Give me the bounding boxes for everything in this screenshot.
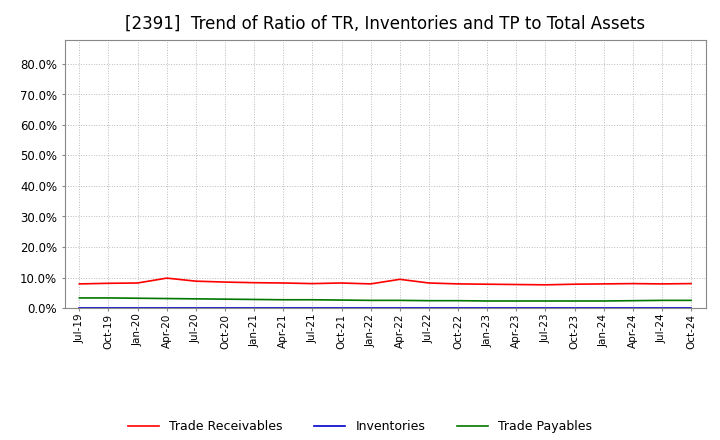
Trade Payables [483, 298, 492, 304]
Inventories [395, 305, 404, 310]
Trade Receivables [133, 280, 142, 286]
Trade Payables [629, 298, 637, 303]
Trade Payables [599, 298, 608, 304]
Trade Payables [133, 296, 142, 301]
Inventories [483, 305, 492, 310]
Inventories [104, 305, 113, 310]
Trade Receivables [366, 281, 375, 286]
Trade Receivables [104, 281, 113, 286]
Trade Payables [220, 297, 229, 302]
Trade Receivables [75, 281, 84, 286]
Trade Payables [250, 297, 258, 302]
Trade Receivables [657, 281, 666, 286]
Inventories [570, 305, 579, 310]
Trade Receivables [629, 281, 637, 286]
Inventories [75, 305, 84, 310]
Trade Receivables [454, 281, 462, 286]
Trade Payables [657, 298, 666, 303]
Inventories [541, 305, 550, 310]
Trade Receivables [337, 280, 346, 286]
Inventories [308, 305, 317, 310]
Trade Payables [541, 298, 550, 304]
Trade Payables [192, 296, 200, 301]
Trade Receivables [395, 277, 404, 282]
Title: [2391]  Trend of Ratio of TR, Inventories and TP to Total Assets: [2391] Trend of Ratio of TR, Inventories… [125, 15, 645, 33]
Trade Payables [308, 297, 317, 302]
Inventories [599, 305, 608, 310]
Trade Payables [104, 295, 113, 301]
Legend: Trade Receivables, Inventories, Trade Payables: Trade Receivables, Inventories, Trade Pa… [123, 415, 597, 438]
Trade Receivables [687, 281, 696, 286]
Inventories [279, 305, 287, 310]
Trade Receivables [279, 280, 287, 286]
Trade Receivables [599, 281, 608, 286]
Inventories [629, 305, 637, 310]
Trade Receivables [425, 280, 433, 286]
Trade Receivables [163, 275, 171, 281]
Trade Receivables [512, 282, 521, 287]
Inventories [657, 305, 666, 310]
Inventories [512, 305, 521, 310]
Inventories [454, 305, 462, 310]
Inventories [337, 305, 346, 310]
Trade Payables [279, 297, 287, 302]
Trade Payables [395, 298, 404, 303]
Line: Trade Payables: Trade Payables [79, 298, 691, 301]
Trade Payables [163, 296, 171, 301]
Trade Payables [687, 298, 696, 303]
Trade Payables [75, 295, 84, 301]
Trade Payables [366, 298, 375, 303]
Inventories [220, 305, 229, 310]
Trade Payables [425, 298, 433, 303]
Inventories [687, 305, 696, 310]
Trade Receivables [250, 280, 258, 285]
Inventories [133, 305, 142, 310]
Inventories [425, 305, 433, 310]
Inventories [250, 305, 258, 310]
Inventories [192, 305, 200, 310]
Line: Trade Receivables: Trade Receivables [79, 278, 691, 285]
Trade Receivables [192, 279, 200, 284]
Trade Receivables [483, 282, 492, 287]
Inventories [366, 305, 375, 310]
Trade Receivables [541, 282, 550, 287]
Trade Payables [570, 298, 579, 304]
Trade Payables [337, 297, 346, 303]
Trade Receivables [308, 281, 317, 286]
Trade Payables [454, 298, 462, 303]
Trade Receivables [570, 282, 579, 287]
Trade Payables [512, 298, 521, 304]
Trade Receivables [220, 279, 229, 285]
Inventories [163, 305, 171, 310]
